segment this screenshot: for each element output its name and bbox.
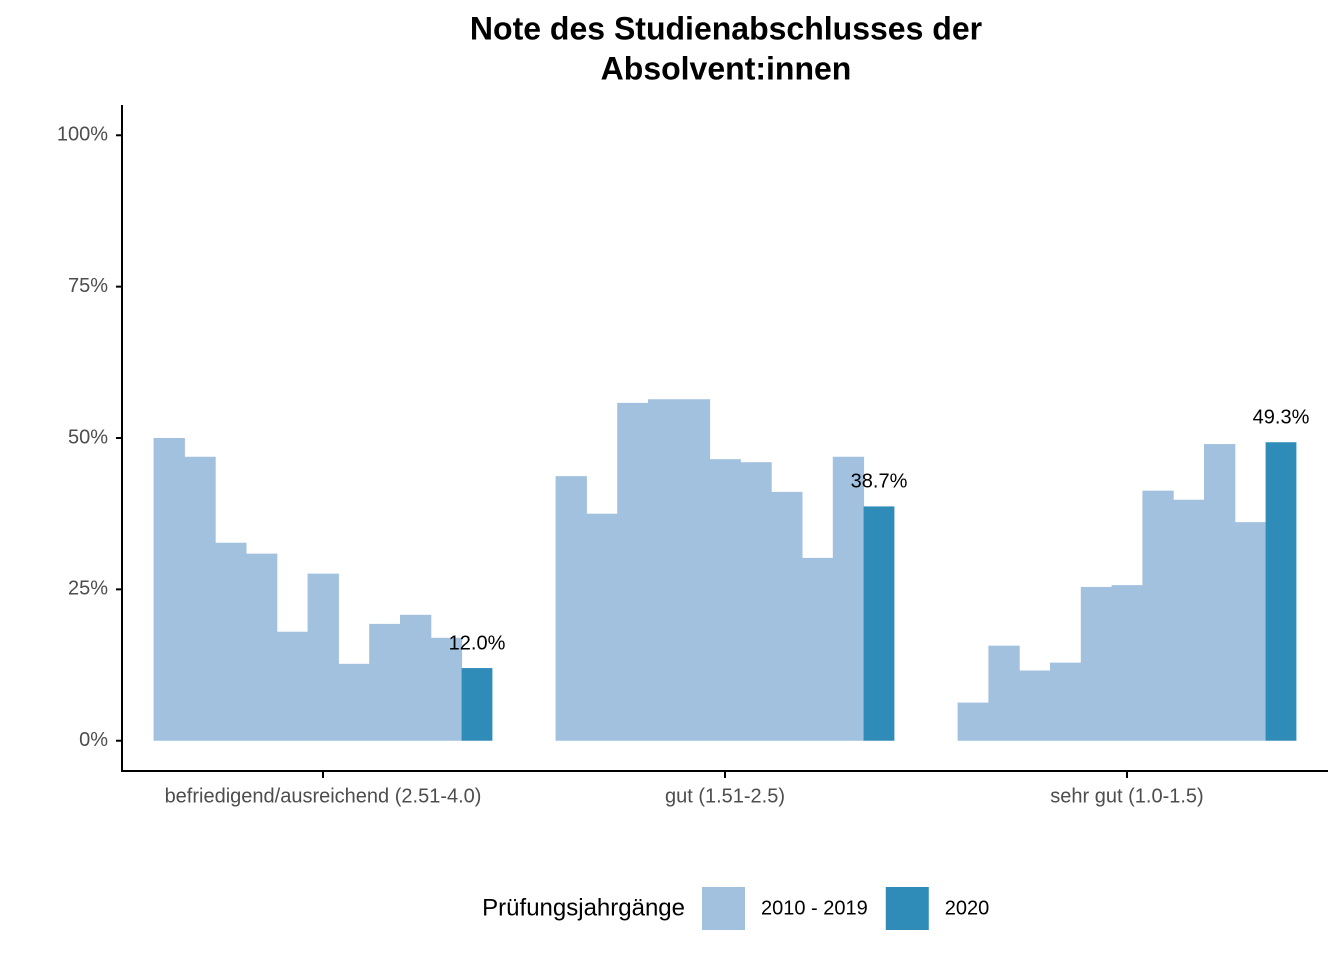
bar bbox=[1173, 499, 1205, 741]
bar bbox=[771, 491, 803, 741]
bar bbox=[1080, 586, 1113, 741]
bar bbox=[153, 438, 185, 741]
y-tick-label: 100% bbox=[57, 124, 108, 146]
bar bbox=[988, 645, 1020, 741]
bar bbox=[1111, 585, 1143, 741]
y-tick-label: 50% bbox=[68, 426, 108, 448]
x-tick-label: befriedigend/ausreichend (2.51-4.0) bbox=[165, 785, 482, 807]
legend-label: 2020 bbox=[945, 897, 990, 919]
bar bbox=[709, 459, 741, 741]
bar bbox=[1234, 522, 1267, 741]
bar bbox=[617, 402, 649, 741]
bar bbox=[648, 399, 680, 741]
bar bbox=[802, 557, 834, 741]
data-label: 12.0% bbox=[449, 632, 506, 654]
legend-swatch bbox=[702, 887, 745, 930]
bar bbox=[1050, 662, 1082, 741]
y-tick-label: 75% bbox=[68, 275, 108, 297]
bar bbox=[1265, 442, 1297, 741]
y-tick-label: 0% bbox=[79, 729, 108, 751]
data-label: 49.3% bbox=[1253, 407, 1310, 429]
bar bbox=[215, 542, 247, 741]
legend-label: 2010 - 2019 bbox=[761, 897, 868, 919]
legend-title: Prüfungsjahrgänge bbox=[482, 894, 685, 921]
legend-swatch bbox=[885, 887, 929, 930]
bar bbox=[740, 462, 772, 741]
bar bbox=[430, 637, 463, 741]
bar bbox=[586, 513, 618, 741]
chart-title: Note des Studienabschlusses der bbox=[470, 10, 982, 46]
data-label: 38.7% bbox=[851, 471, 908, 493]
bar bbox=[555, 476, 587, 741]
chart-title: Absolvent:innen bbox=[601, 50, 852, 86]
bar bbox=[369, 623, 401, 741]
bar bbox=[307, 573, 339, 741]
bar bbox=[1204, 444, 1236, 741]
bar bbox=[184, 456, 216, 741]
bar bbox=[461, 668, 493, 741]
bar bbox=[957, 702, 989, 741]
bar bbox=[832, 456, 865, 741]
x-tick-label: gut (1.51-2.5) bbox=[665, 785, 785, 807]
bar bbox=[1019, 670, 1051, 741]
bar bbox=[400, 614, 432, 741]
x-tick-label: sehr gut (1.0-1.5) bbox=[1050, 785, 1203, 807]
bar bbox=[863, 506, 895, 741]
bar bbox=[338, 663, 370, 741]
bar bbox=[678, 399, 711, 741]
bar bbox=[276, 631, 309, 741]
bar bbox=[1142, 490, 1174, 741]
y-tick-label: 25% bbox=[68, 578, 108, 600]
bar bbox=[246, 553, 278, 741]
